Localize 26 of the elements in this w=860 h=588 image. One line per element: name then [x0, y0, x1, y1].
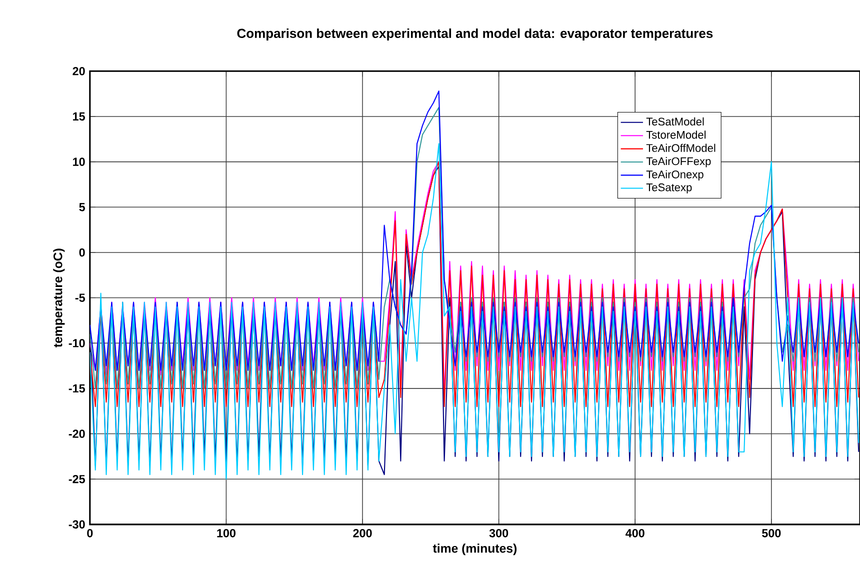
legend-label: TeAirOffModel	[646, 144, 716, 152]
y-tick-label: -10	[68, 339, 85, 348]
chart-title: Comparison between experimental and model data: evaporator temperatures	[237, 28, 713, 41]
x-tick-label: 100	[217, 529, 236, 538]
legend-label: TstoreModel	[646, 130, 706, 139]
y-tick-label: -20	[68, 430, 85, 438]
y-tick-label: 15	[73, 112, 85, 121]
y-tick-label: 5	[79, 203, 85, 212]
legend-label: TeAirOnexp	[646, 170, 704, 181]
y-axis-title: temperature (oC)	[53, 248, 65, 348]
y-tick-label: 0	[79, 248, 85, 257]
y-tick-label: -30	[68, 520, 85, 529]
y-tick-label: -15	[68, 384, 85, 393]
x-tick-label: 300	[489, 529, 508, 538]
y-tick-label: -5	[75, 294, 85, 302]
legend-label: TeAirOFFexp	[646, 157, 711, 168]
y-tick-label: -25	[68, 475, 85, 484]
legend-label: TeSatModel	[646, 117, 704, 126]
legend-label: TeSatexp	[646, 184, 692, 194]
x-tick-label: 200	[353, 529, 372, 538]
y-tick-label: 10	[73, 158, 85, 166]
x-axis-title: time (minutes)	[432, 544, 517, 556]
x-tick-label: 0	[87, 529, 93, 538]
x-tick-label: 400	[626, 529, 644, 538]
y-tick-label: 20	[72, 67, 85, 76]
x-tick-label: 500	[762, 529, 781, 538]
